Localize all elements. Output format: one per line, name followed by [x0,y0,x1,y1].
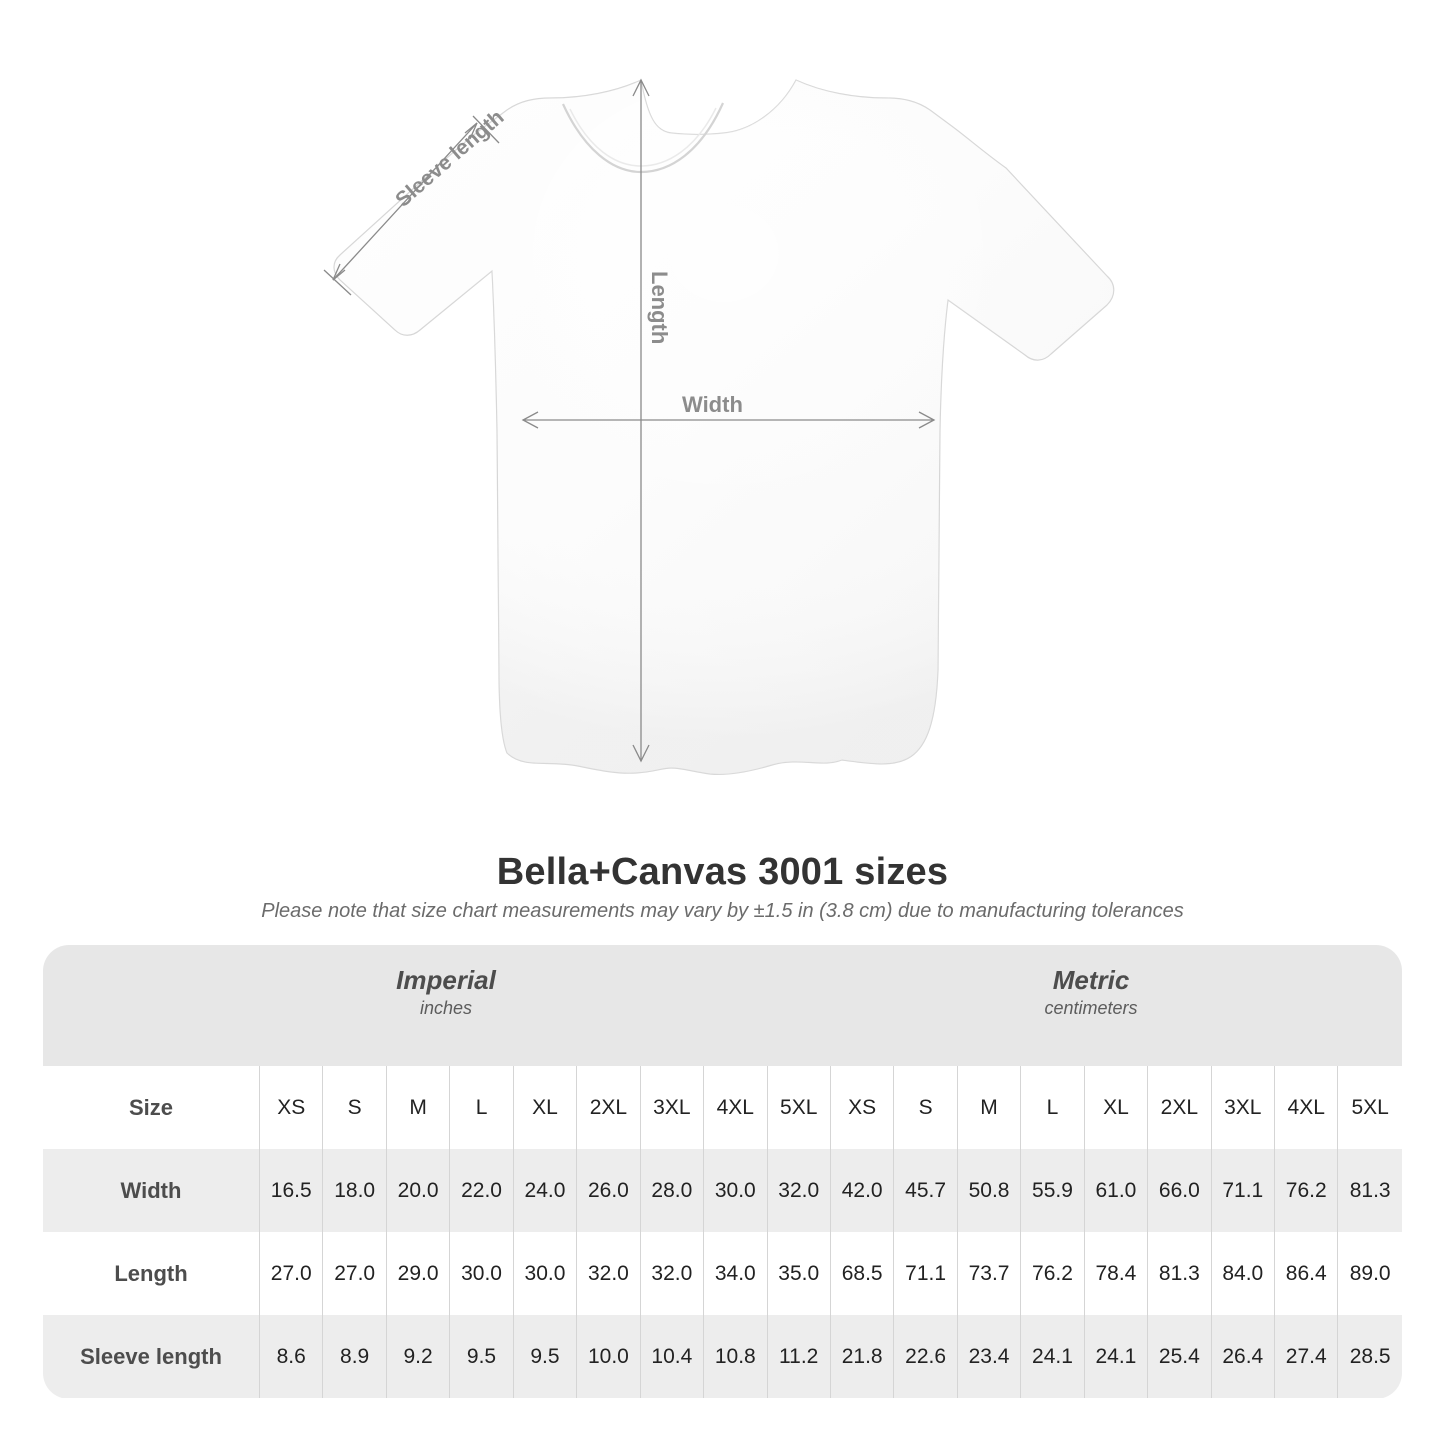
svg-text:Width: Width [682,392,743,417]
svg-text:Length: Length [647,271,672,344]
